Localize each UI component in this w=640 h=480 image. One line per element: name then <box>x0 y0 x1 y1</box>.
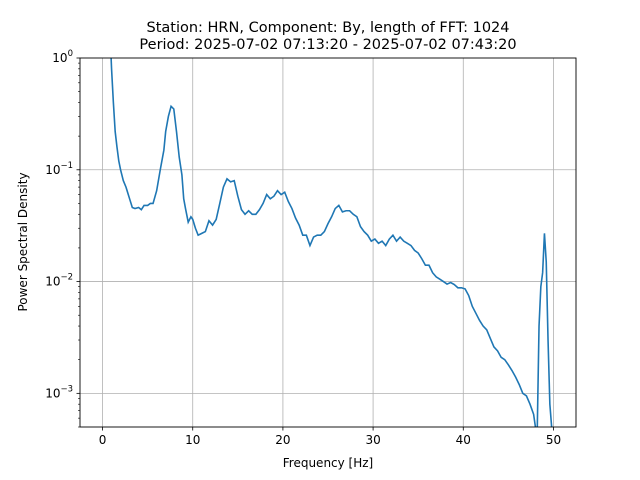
y-tick-label-base: 10 <box>45 163 60 177</box>
chart-title-line1: Station: HRN, Component: By, length of F… <box>146 20 509 36</box>
x-tick-label: 40 <box>456 433 471 447</box>
plot-area <box>110 58 553 427</box>
chart-title-line2: Period: 2025-07-02 07:13:20 - 2025-07-02… <box>139 37 516 53</box>
x-tick-label: 0 <box>99 433 107 447</box>
y-tick-label: 100 <box>52 49 73 65</box>
y-tick-label: 10−1 <box>45 161 73 177</box>
y-tick-label-exponent: −2 <box>60 273 73 283</box>
x-tick-label: 30 <box>365 433 380 447</box>
chart-title: Station: HRN, Component: By, length of F… <box>139 20 516 53</box>
x-axis-label: Frequency [Hz] <box>283 456 374 470</box>
x-tick-label: 10 <box>185 433 200 447</box>
y-tick-label-base: 10 <box>45 386 60 400</box>
psd-series-line <box>110 58 553 427</box>
x-tick-label: 50 <box>546 433 561 447</box>
y-tick-label-exponent: −1 <box>60 161 73 171</box>
y-tick-label-exponent: 0 <box>68 49 73 59</box>
x-axis: 0 10 20 30 40 50 <box>99 427 561 447</box>
grid-lines <box>80 58 576 427</box>
y-tick-label: 10−2 <box>45 273 73 289</box>
y-tick-label-base: 10 <box>52 51 67 65</box>
plot-frame <box>79 57 577 428</box>
y-axis-label: Power Spectral Density <box>16 172 30 311</box>
y-tick-label-base: 10 <box>45 275 60 289</box>
y-tick-label: 10−3 <box>45 384 73 400</box>
x-tick-label: 20 <box>275 433 290 447</box>
y-tick-label-exponent: −3 <box>60 384 73 394</box>
